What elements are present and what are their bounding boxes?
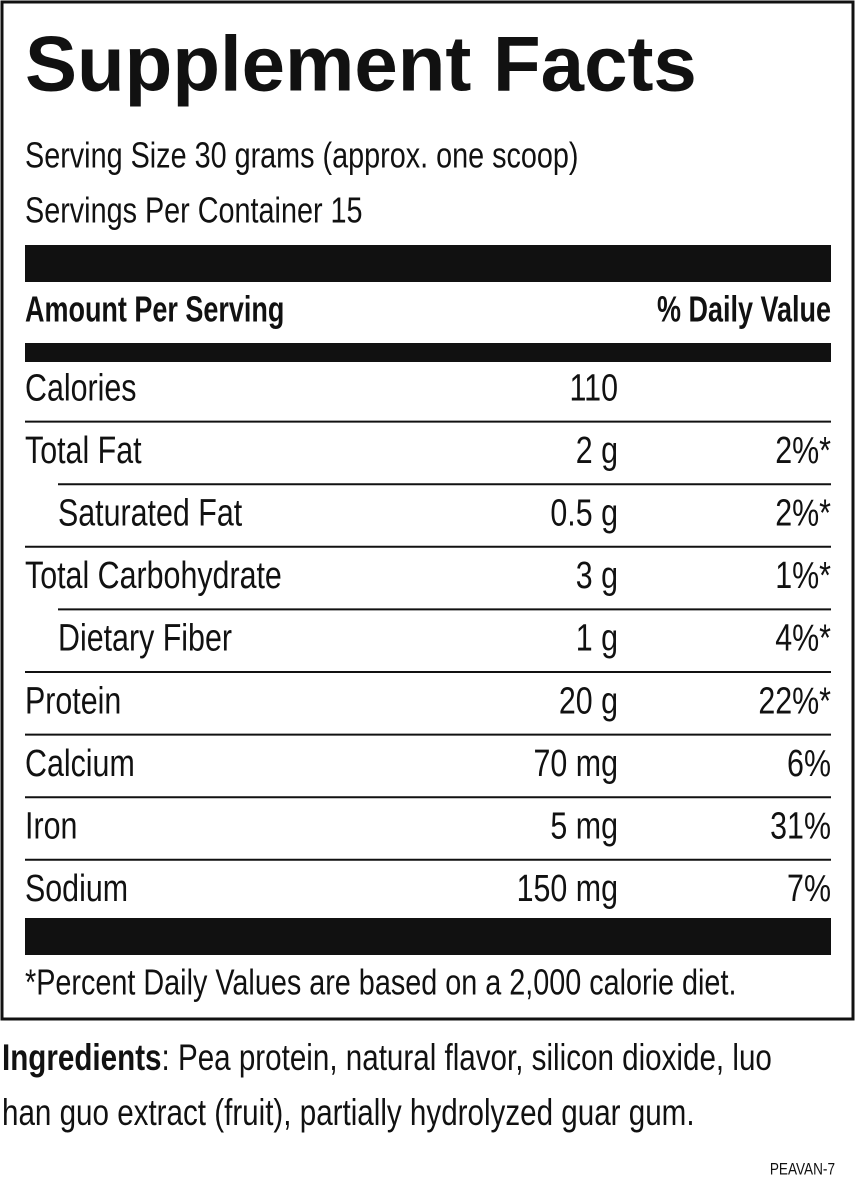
footnote: *Percent Daily Values are based on a 2,0… <box>25 961 736 1002</box>
ingredients-text: han guo extract (fruit), partially hydro… <box>2 1093 695 1134</box>
daily-value: 1%* <box>775 555 831 597</box>
medium-rule <box>25 343 831 362</box>
nutrient-name: Sodium <box>25 868 128 910</box>
nutrient-name: Iron <box>25 805 77 847</box>
label-border <box>0 0 855 1021</box>
thick-rule <box>25 918 831 955</box>
servings-per-container: Servings Per Container 15 <box>25 189 363 230</box>
ingredients: Ingredients: Pea protein, natural flavor… <box>2 1038 772 1079</box>
amount: 5 mg <box>550 805 618 847</box>
thick-rule <box>25 245 831 282</box>
nutrient-name: Calories <box>25 367 136 409</box>
amount: 2 g <box>576 430 618 472</box>
amount: 1 g <box>576 618 618 660</box>
amount: 150 mg <box>517 868 618 910</box>
daily-value: 7% <box>787 868 831 910</box>
amount: 0.5 g <box>550 492 618 534</box>
nutrient-name: Total Fat <box>25 430 142 472</box>
daily-value: 2%* <box>775 430 831 472</box>
amount: 70 mg <box>534 743 618 785</box>
nutrient-name: Calcium <box>25 743 135 785</box>
ingredients-text: : Pea protein, natural flavor, silicon d… <box>162 1038 772 1079</box>
column-header: Amount Per Serving <box>25 289 284 330</box>
amount: 20 g <box>559 680 618 722</box>
daily-value: 22%* <box>758 680 831 722</box>
amount: 110 <box>570 367 618 409</box>
daily-value: 2%* <box>775 492 831 534</box>
nutrient-name: Total Carbohydrate <box>25 555 282 597</box>
ingredients-label: Ingredients <box>2 1038 162 1079</box>
title: Supplement Facts <box>25 20 697 108</box>
nutrient-name: Dietary Fiber <box>58 618 232 660</box>
serving-size: Serving Size 30 grams (approx. one scoop… <box>25 134 579 175</box>
column-header: % Daily Value <box>657 289 831 330</box>
nutrient-name: Protein <box>25 680 121 722</box>
product-code: PEAVAN-7 <box>770 1160 835 1179</box>
nutrient-name: Saturated Fat <box>58 492 243 534</box>
daily-value: 6% <box>787 743 831 785</box>
daily-value: 31% <box>770 805 831 847</box>
daily-value: 4%* <box>775 618 831 660</box>
amount: 3 g <box>576 555 618 597</box>
